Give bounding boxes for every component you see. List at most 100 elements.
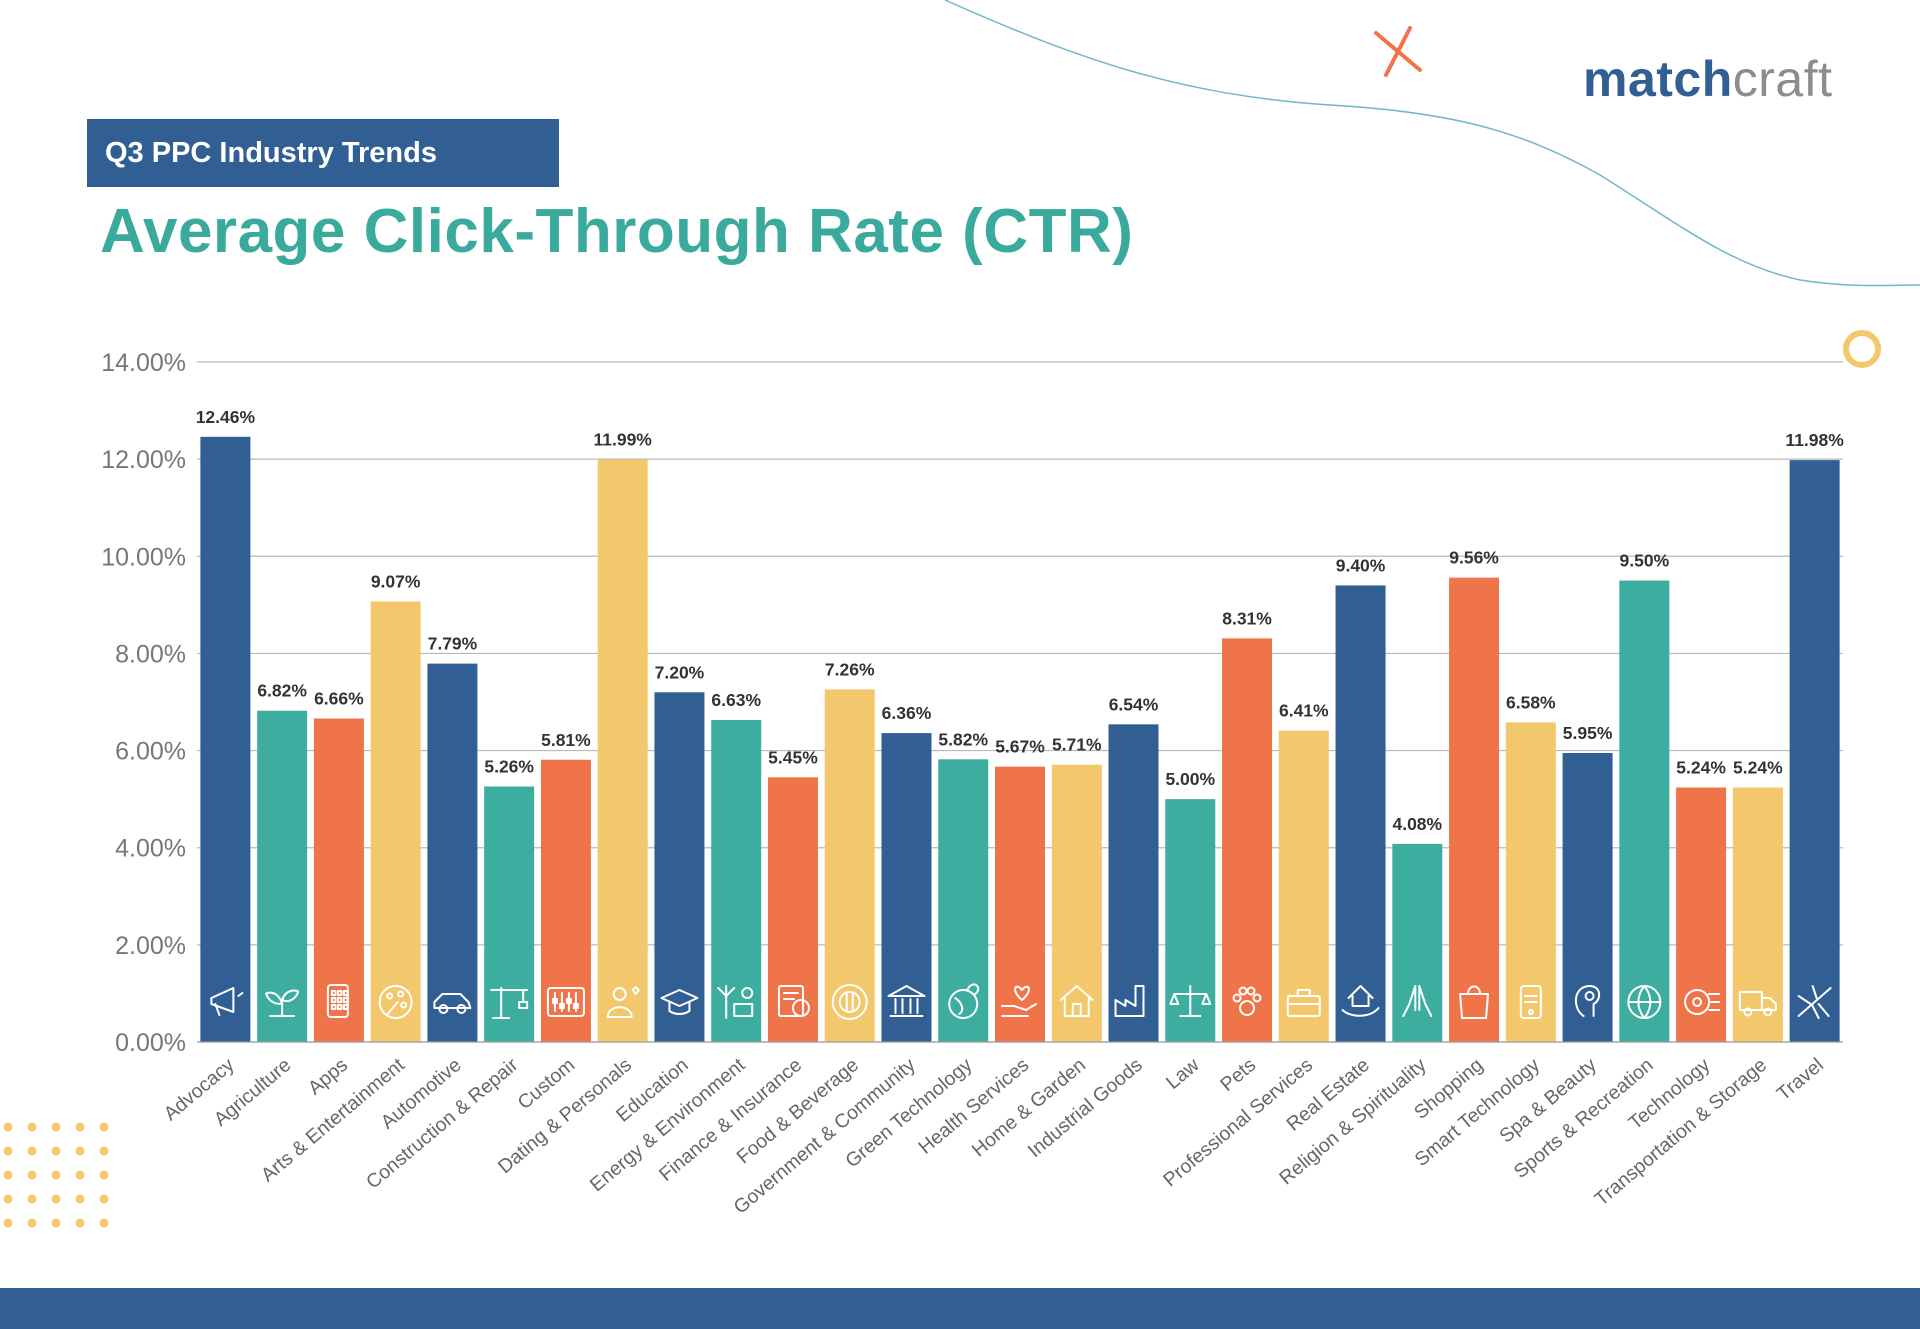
sliders-icon	[546, 987, 585, 1017]
heart-hand-icon	[1001, 985, 1037, 1017]
solar-wind-icon	[717, 985, 754, 1019]
chip-icon	[1684, 989, 1721, 1015]
brand-logo: matchcraft	[1583, 50, 1833, 108]
bar-10	[711, 719, 762, 1042]
bar-26	[1619, 580, 1670, 1042]
value-label: 5.67%	[995, 737, 1045, 757]
value-label: 5.81%	[541, 730, 591, 750]
heart-person-icon	[606, 986, 640, 1018]
bar-25	[1562, 753, 1613, 1042]
truck-icon	[1738, 991, 1777, 1017]
value-label: 9.07%	[371, 571, 421, 591]
value-label: 7.26%	[825, 659, 875, 679]
plate-cutlery-icon	[831, 984, 868, 1020]
value-label: 12.46%	[196, 407, 256, 427]
bar-21	[1335, 585, 1386, 1042]
value-label: 9.40%	[1336, 555, 1386, 575]
y-tick-label: 10.00%	[101, 543, 186, 571]
page-title: Average Click-Through Rate (CTR)	[100, 197, 1134, 266]
value-label: 5.00%	[1165, 769, 1215, 789]
bar-13	[881, 733, 932, 1042]
bar-19	[1222, 638, 1273, 1042]
y-tick-label: 2.00%	[115, 932, 186, 960]
bar-22	[1392, 843, 1443, 1042]
bar-28	[1732, 787, 1783, 1042]
x-tick-label: Pets	[1216, 1054, 1260, 1096]
y-tick-label: 12.00%	[101, 446, 186, 474]
y-tick-label: 6.00%	[115, 738, 186, 766]
bar-4	[370, 601, 421, 1042]
decorative-wave-line	[944, 0, 1920, 287]
value-label: 5.26%	[484, 757, 534, 777]
value-label: 6.82%	[257, 681, 307, 701]
y-tick-label: 4.00%	[115, 835, 186, 863]
briefcase-icon	[1286, 989, 1321, 1017]
praying-hands-icon	[1402, 985, 1433, 1017]
bar-7	[540, 759, 591, 1042]
spa-face-icon	[1574, 985, 1601, 1017]
megaphone-icon	[210, 987, 244, 1016]
house-hand-icon	[1341, 985, 1380, 1017]
bar-11	[767, 777, 818, 1042]
x-tick-label: Law	[1162, 1053, 1204, 1093]
value-label: 5.24%	[1733, 757, 1783, 777]
bar-3	[313, 718, 364, 1042]
paw-icon	[1232, 986, 1262, 1016]
decorative-dot-grid	[3, 1122, 109, 1228]
value-label: 6.36%	[882, 703, 932, 723]
value-label: 5.82%	[938, 729, 988, 749]
value-label: 6.63%	[711, 690, 761, 710]
bar-5	[427, 663, 478, 1042]
crane-icon	[490, 987, 529, 1019]
value-label: 5.45%	[768, 747, 818, 767]
logo-text-primary: match	[1583, 51, 1733, 107]
scales-icon	[1169, 985, 1212, 1017]
phone-apps-icon	[326, 984, 349, 1018]
value-label: 6.66%	[314, 689, 364, 709]
bar-15	[995, 766, 1045, 1042]
car-icon	[433, 993, 472, 1014]
value-label: 9.50%	[1620, 551, 1670, 571]
x-tick-label: Apps	[304, 1054, 352, 1100]
section-badge: Q3 PPC Industry Trends	[87, 119, 559, 187]
finance-doc-icon	[777, 985, 810, 1017]
logo-text-secondary: craft	[1732, 51, 1833, 107]
house-garden-icon	[1059, 985, 1094, 1017]
bar-14	[938, 759, 989, 1042]
bar-12	[824, 689, 875, 1042]
smart-device-icon	[1519, 985, 1542, 1019]
value-label: 7.20%	[655, 662, 705, 682]
bar-16	[1051, 764, 1102, 1042]
y-tick-label: 14.00%	[101, 349, 186, 377]
decorative-cross	[1374, 26, 1422, 77]
value-label: 7.79%	[428, 634, 478, 654]
value-label: 5.71%	[1052, 735, 1102, 755]
bar-29	[1789, 460, 1840, 1043]
bar-9	[654, 692, 705, 1042]
bar-6	[484, 786, 535, 1042]
decorative-ring	[1843, 330, 1881, 368]
ball-icon	[1627, 985, 1662, 1019]
airplane-icon	[1797, 985, 1832, 1019]
footer-bar	[0, 1288, 1920, 1329]
sprout-icon	[265, 989, 300, 1017]
value-label: 11.98%	[1785, 430, 1844, 450]
bar-8	[597, 459, 648, 1043]
shopping-bag-icon	[1459, 985, 1490, 1019]
bars: 12.46%Advocacy6.82%Agriculture6.66%Apps9…	[160, 407, 1845, 1219]
government-building-icon	[887, 985, 926, 1017]
y-tick-label: 0.00%	[115, 1029, 186, 1057]
value-label: 11.99%	[593, 430, 652, 450]
value-label: 5.95%	[1563, 723, 1613, 743]
bar-17	[1108, 724, 1159, 1042]
factory-icon	[1114, 985, 1145, 1017]
graduation-cap-icon	[660, 989, 699, 1015]
value-label: 6.58%	[1506, 692, 1556, 712]
value-label: 5.24%	[1676, 757, 1726, 777]
x-tick-label: Travel	[1773, 1054, 1828, 1105]
value-label: 4.08%	[1392, 814, 1442, 834]
bar-2	[257, 710, 308, 1042]
value-label: 6.41%	[1279, 701, 1329, 721]
